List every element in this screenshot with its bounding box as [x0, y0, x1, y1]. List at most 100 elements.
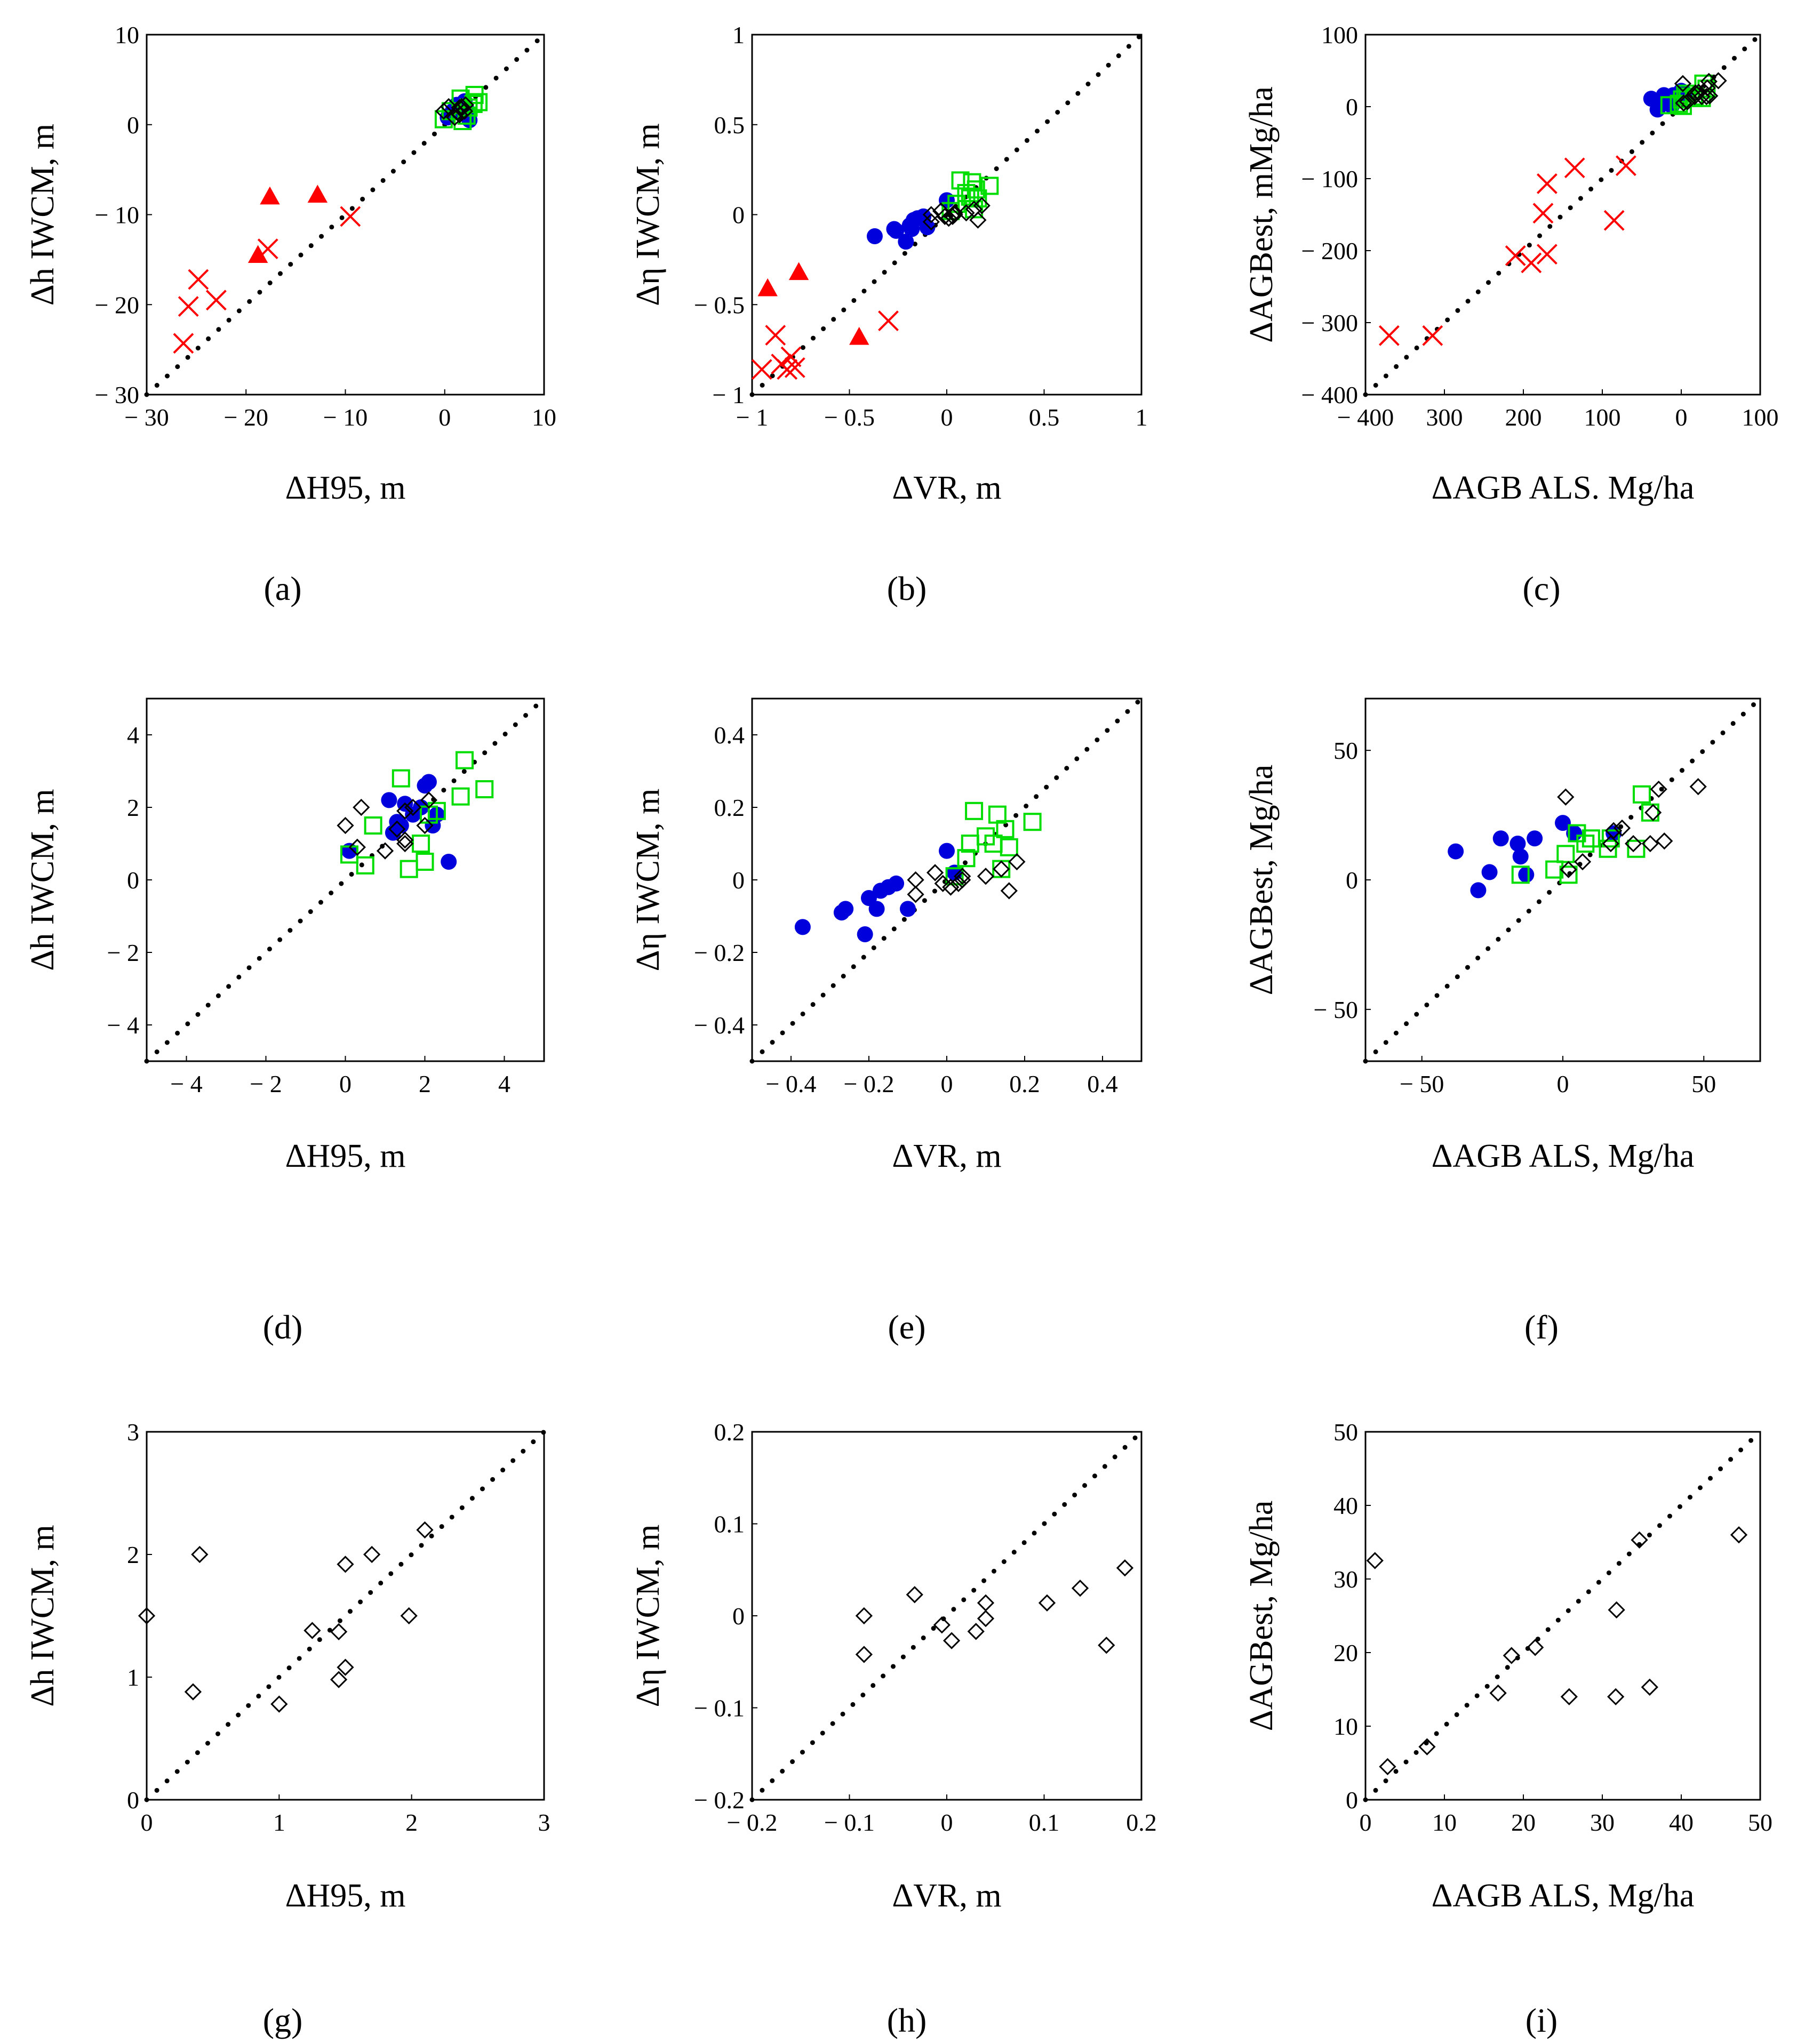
red-cross-point — [1422, 325, 1443, 346]
red-triangle-point — [849, 326, 869, 345]
y-tick-label: − 20 — [95, 291, 139, 318]
x-tick-label: − 0.1 — [824, 1809, 875, 1836]
panel-caption: (h) — [887, 2001, 927, 2039]
blue-circle-point — [1492, 830, 1509, 847]
chart-panel-i: 0 10 20 30 40 50 0 10 20 30 40 50 ΔAGB ALS, Mg/ha ΔAG… — [1243, 1418, 1772, 2039]
blue-circle-point — [857, 926, 873, 942]
black-diamond-point — [933, 1616, 951, 1634]
black-diamond-point — [936, 207, 954, 225]
red-triangle-point — [247, 245, 268, 263]
chart-panel-c: − 400 300 200 100 0 100 − 400 − 300 − 200 − 100 0 1… — [1243, 21, 1779, 607]
blue-circle-point — [900, 901, 916, 917]
black-diamond-point — [453, 98, 470, 116]
x-tick-label: 4 — [498, 1070, 510, 1097]
red-cross-point — [777, 359, 798, 380]
black-diamond-point — [416, 1521, 434, 1539]
black-diamond-point — [954, 868, 971, 885]
black-diamond-point — [353, 798, 370, 816]
x-axis-label: ΔAGB ALS, Mg/ha — [1432, 1878, 1695, 1914]
black-diamond-point — [1602, 835, 1619, 853]
panel-caption: (b) — [887, 570, 927, 607]
red-cross-point — [1505, 245, 1526, 266]
x-tick-label: 0 — [438, 404, 451, 431]
x-tick-label: 3 — [538, 1809, 550, 1836]
y-tick-label: 0.5 — [714, 111, 745, 139]
green-square-point — [1627, 839, 1646, 858]
panel-caption: (i) — [1526, 2001, 1558, 2039]
one-to-one-line — [144, 696, 547, 1064]
x-tick-label: − 0.5 — [824, 404, 875, 431]
x-tick-label: 100 — [1584, 404, 1621, 431]
black-diamond-point — [957, 204, 975, 222]
green-square-point — [1599, 839, 1617, 858]
blue-circle-point — [1512, 848, 1529, 865]
red-cross-point — [173, 333, 194, 354]
black-diamond-point — [940, 210, 957, 227]
blue-circle-point — [1518, 867, 1535, 883]
black-diamond-point — [855, 1607, 873, 1625]
plot-frame — [1364, 34, 1761, 396]
y-tick-label: − 30 — [95, 381, 139, 408]
x-tick-label: 0.1 — [1029, 1809, 1060, 1836]
y-tick-label: 100 — [1321, 21, 1358, 49]
y-tick-label: 0.1 — [714, 1511, 745, 1538]
x-tick-label: 2 — [419, 1070, 431, 1097]
black-diamond-point — [993, 860, 1010, 878]
y-tick-label: − 50 — [1314, 996, 1358, 1023]
black-diamond-point — [943, 1632, 961, 1649]
x-tick-label: 0 — [941, 404, 953, 431]
x-axis-label: ΔAGB ALS, Mg/ha — [1432, 1138, 1695, 1174]
black-diamond-point — [1675, 94, 1692, 112]
chart-panel-b: − 1 − 0.5 0 0.5 1 − 1 − 0.5 0 0.5 1 ΔVR, m Δη IWCM,… — [630, 21, 1148, 607]
blue-circle-point — [441, 854, 457, 870]
green-square-point — [427, 801, 446, 820]
red-triangle-point — [757, 278, 778, 296]
green-square-point — [400, 860, 418, 878]
y-tick-label: 4 — [127, 722, 139, 749]
x-tick-label: 300 — [1426, 404, 1463, 431]
black-diamond-point — [348, 838, 366, 856]
green-square-point — [992, 860, 1011, 878]
green-square-point — [451, 787, 470, 806]
x-axis-label: ΔVR, m — [892, 470, 1001, 506]
x-tick-label: − 50 — [1400, 1070, 1444, 1097]
green-square-point — [1023, 813, 1042, 831]
x-tick-label: − 0.2 — [844, 1070, 894, 1097]
black-diamond-point — [1641, 1678, 1658, 1696]
red-cross-point — [1536, 244, 1558, 265]
blue-circle-point — [888, 222, 905, 239]
black-diamond-point — [396, 802, 414, 820]
one-to-one-line — [749, 1429, 1144, 1802]
green-square-point — [416, 853, 434, 871]
green-square-point — [1511, 865, 1530, 884]
y-tick-label: − 0.2 — [694, 939, 745, 966]
black-diamond-point — [977, 868, 995, 885]
x-axis-label: ΔVR, m — [892, 1878, 1001, 1914]
y-axis-label: Δh IWCM, m — [25, 1525, 61, 1706]
black-diamond-point — [949, 875, 968, 892]
black-diamond-point — [946, 204, 963, 222]
x-tick-label: 0 — [941, 1070, 953, 1097]
plot-frame — [1364, 1431, 1761, 1801]
black-diamond-point — [1701, 87, 1719, 105]
x-tick-label: − 1 — [736, 404, 768, 431]
black-diamond-point — [337, 1556, 354, 1573]
x-tick-label: 0 — [339, 1070, 352, 1097]
y-tick-label: 0 — [1346, 867, 1358, 894]
y-tick-label: 0.2 — [714, 794, 745, 821]
black-diamond-point — [1098, 1637, 1115, 1654]
black-diamond-point — [337, 816, 354, 835]
black-diamond-point — [1650, 780, 1667, 798]
black-diamond-point — [400, 1607, 418, 1625]
x-axis-label: ΔH95, m — [285, 1878, 406, 1914]
x-axis-label: ΔH95, m — [285, 1138, 406, 1174]
y-axis-label: Δh IWCM, m — [25, 124, 61, 306]
black-diamond-point — [855, 1646, 873, 1663]
black-diamond-point — [954, 871, 971, 889]
chart-panel-d: − 4 − 2 0 2 4 − 4 − 2 0 2 4 ΔH95, m Δh IWCM, m (d) — [25, 696, 547, 1346]
panel-caption: (f) — [1524, 1308, 1559, 1346]
black-diamond-point — [1489, 1684, 1507, 1702]
one-to-one-line — [1363, 1429, 1763, 1802]
x-tick-label: 0.4 — [1087, 1070, 1118, 1097]
